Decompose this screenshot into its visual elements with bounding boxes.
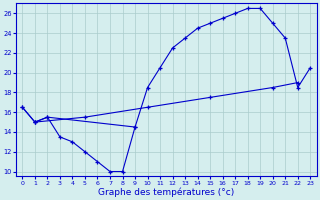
X-axis label: Graphe des températures (°c): Graphe des températures (°c) — [98, 187, 235, 197]
